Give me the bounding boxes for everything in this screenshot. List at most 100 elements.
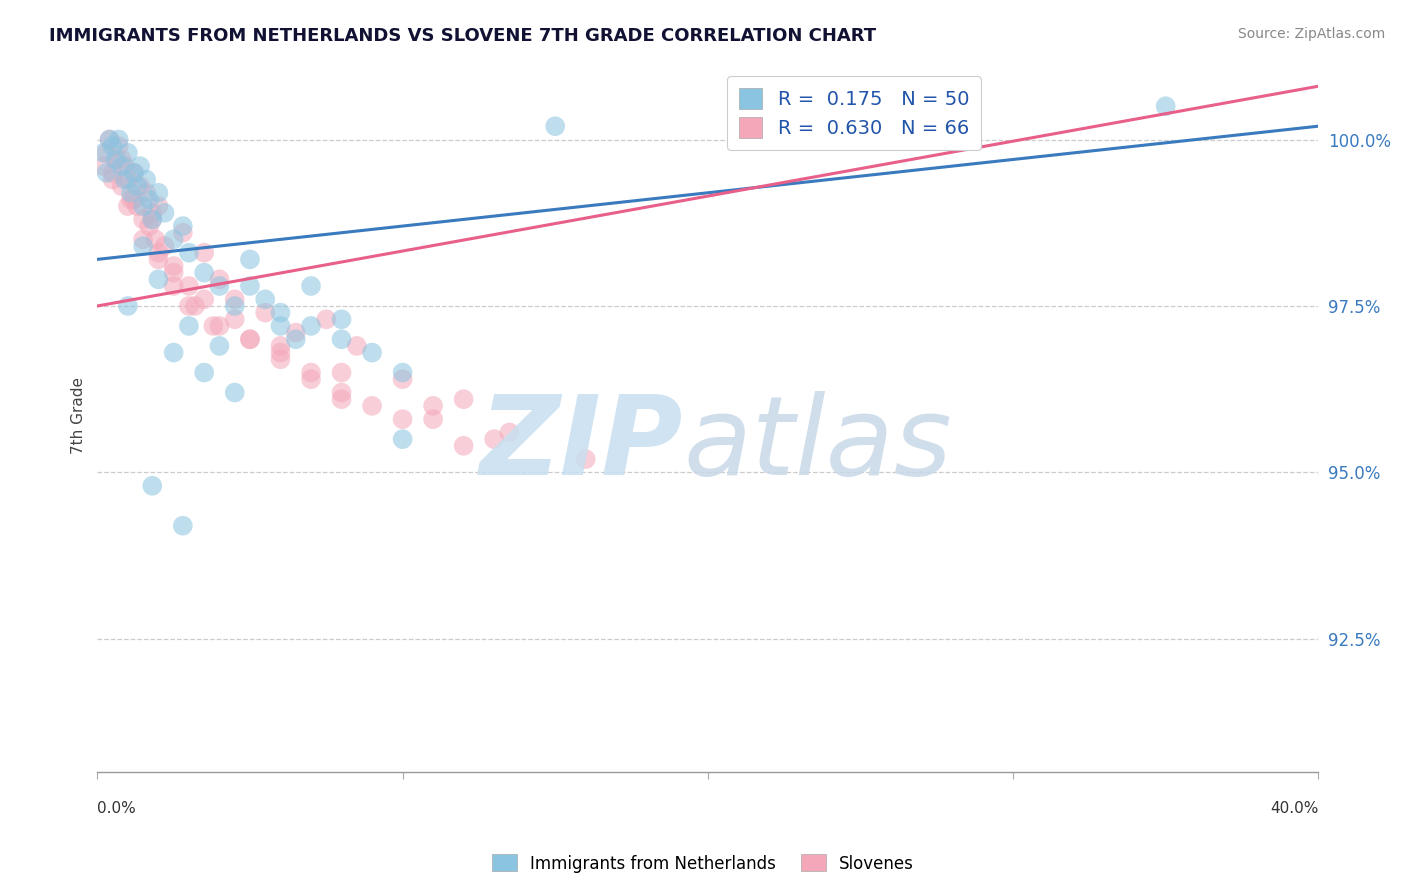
Point: [269, 352, 291, 367]
Point: [1154, 99, 1177, 113]
Point: [141, 479, 163, 493]
Point: [148, 252, 170, 267]
Point: [122, 166, 145, 180]
Point: [163, 279, 186, 293]
Point: [482, 432, 505, 446]
Point: [422, 399, 444, 413]
Point: [193, 245, 215, 260]
Point: [148, 186, 170, 200]
Point: [346, 339, 368, 353]
Point: [208, 279, 231, 293]
Point: [132, 239, 155, 253]
Point: [184, 299, 207, 313]
Point: [120, 186, 142, 200]
Point: [254, 293, 277, 307]
Point: [177, 245, 200, 260]
Point: [330, 385, 353, 400]
Point: [114, 172, 136, 186]
Point: [148, 245, 170, 260]
Point: [269, 339, 291, 353]
Point: [284, 326, 307, 340]
Text: 40.0%: 40.0%: [1270, 801, 1319, 815]
Point: [172, 226, 194, 240]
Point: [163, 232, 186, 246]
Point: [224, 293, 246, 307]
Point: [93, 159, 115, 173]
Legend: R =  0.175   N = 50, R =  0.630   N = 66: R = 0.175 N = 50, R = 0.630 N = 66: [727, 77, 981, 150]
Point: [101, 172, 124, 186]
Y-axis label: 7th Grade: 7th Grade: [72, 377, 86, 454]
Point: [453, 392, 475, 407]
Point: [177, 318, 200, 333]
Point: [132, 212, 155, 227]
Point: [132, 232, 155, 246]
Point: [104, 153, 127, 167]
Point: [544, 119, 567, 133]
Point: [284, 332, 307, 346]
Text: Source: ZipAtlas.com: Source: ZipAtlas.com: [1237, 27, 1385, 41]
Point: [125, 179, 148, 194]
Point: [96, 166, 118, 180]
Point: [453, 439, 475, 453]
Point: [208, 339, 231, 353]
Point: [177, 299, 200, 313]
Point: [125, 199, 148, 213]
Point: [299, 279, 322, 293]
Point: [172, 219, 194, 233]
Point: [107, 132, 129, 146]
Point: [202, 318, 225, 333]
Point: [129, 179, 152, 194]
Point: [122, 166, 145, 180]
Point: [120, 193, 142, 207]
Point: [135, 186, 157, 200]
Point: [239, 252, 262, 267]
Point: [224, 385, 246, 400]
Point: [111, 153, 134, 167]
Point: [224, 299, 246, 313]
Text: ZIP: ZIP: [479, 391, 683, 498]
Point: [143, 232, 166, 246]
Point: [299, 372, 322, 386]
Point: [135, 172, 157, 186]
Point: [239, 332, 262, 346]
Point: [208, 272, 231, 286]
Point: [391, 372, 413, 386]
Point: [361, 345, 384, 359]
Point: [148, 272, 170, 286]
Point: [193, 366, 215, 380]
Text: IMMIGRANTS FROM NETHERLANDS VS SLOVENE 7TH GRADE CORRELATION CHART: IMMIGRANTS FROM NETHERLANDS VS SLOVENE 7…: [49, 27, 876, 45]
Point: [299, 318, 322, 333]
Point: [104, 153, 127, 167]
Point: [575, 452, 598, 467]
Point: [361, 399, 384, 413]
Point: [269, 305, 291, 319]
Point: [111, 159, 134, 173]
Point: [148, 199, 170, 213]
Point: [498, 425, 520, 440]
Point: [315, 312, 337, 326]
Point: [239, 279, 262, 293]
Point: [93, 145, 115, 160]
Point: [239, 332, 262, 346]
Point: [299, 366, 322, 380]
Point: [129, 159, 152, 173]
Point: [117, 299, 139, 313]
Point: [153, 239, 176, 253]
Point: [117, 145, 139, 160]
Point: [391, 366, 413, 380]
Point: [391, 412, 413, 426]
Legend: Immigrants from Netherlands, Slovenes: Immigrants from Netherlands, Slovenes: [485, 847, 921, 880]
Point: [163, 259, 186, 273]
Point: [111, 179, 134, 194]
Point: [193, 293, 215, 307]
Point: [224, 312, 246, 326]
Point: [141, 212, 163, 227]
Point: [330, 392, 353, 407]
Point: [254, 305, 277, 319]
Point: [422, 412, 444, 426]
Point: [122, 193, 145, 207]
Point: [141, 206, 163, 220]
Point: [132, 199, 155, 213]
Point: [98, 132, 121, 146]
Text: 0.0%: 0.0%: [97, 801, 136, 815]
